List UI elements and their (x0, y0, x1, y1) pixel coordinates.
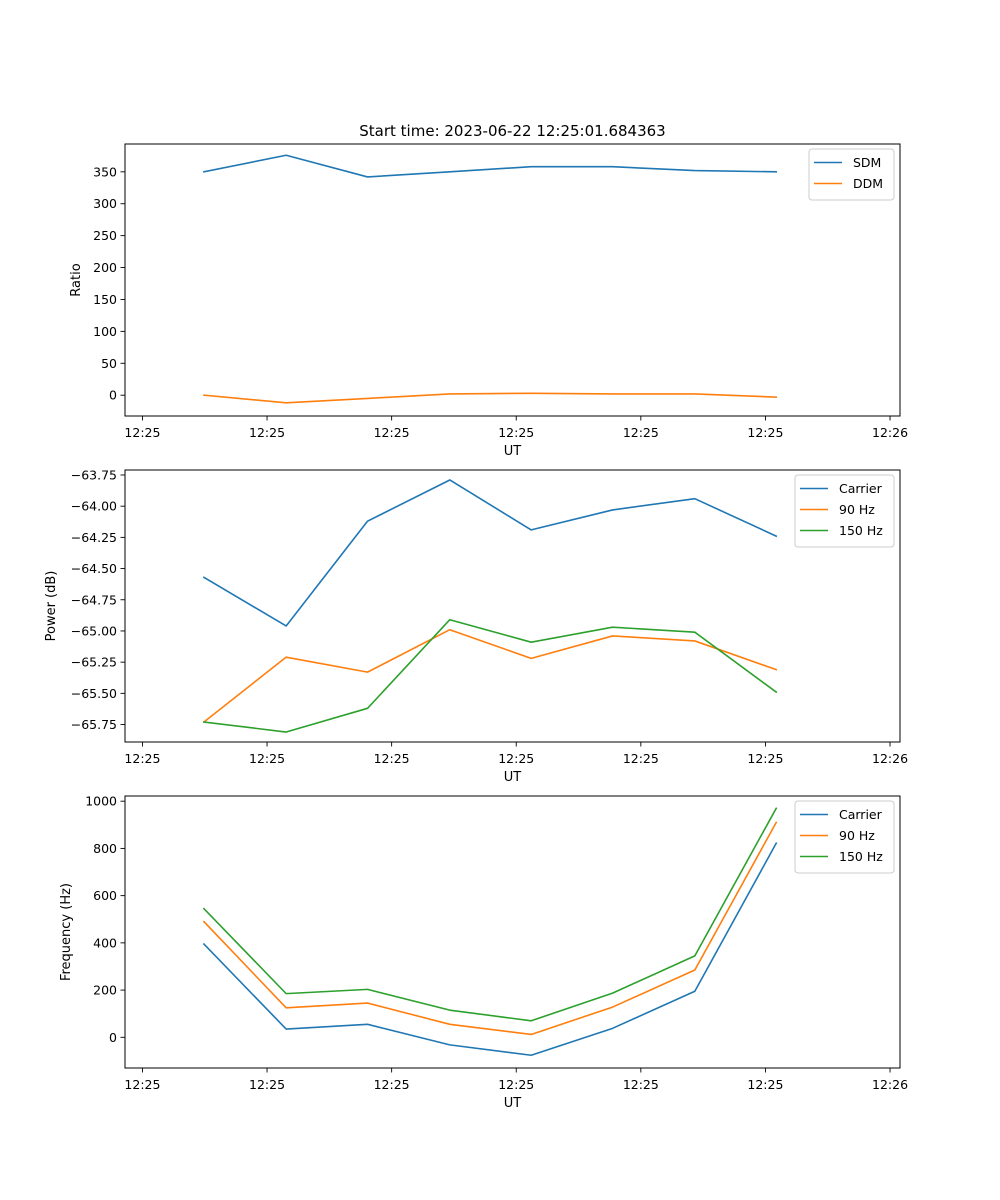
x-tick-label: 12:25 (623, 1077, 659, 1092)
y-tick-label: −64.50 (71, 561, 117, 576)
series-line-3-2 (202, 821, 778, 1036)
x-tick-label: 12:25 (374, 1077, 410, 1092)
x-tick-label: 12:25 (498, 751, 534, 766)
x-tick-label: 12:25 (623, 425, 659, 440)
x-tick-label: 12:25 (747, 425, 783, 440)
y-tick-label: 0 (109, 1030, 117, 1045)
y-tick-label: 400 (93, 935, 117, 950)
y-tick-label: −65.25 (71, 655, 117, 670)
x-tick-label: 12:26 (872, 1077, 908, 1092)
x-tick-label: 12:25 (249, 1077, 285, 1092)
x-tick-label: 12:26 (872, 425, 908, 440)
x-tick-label: 12:25 (124, 425, 160, 440)
axes-frame (124, 469, 901, 743)
y-tick-label: 1000 (85, 794, 117, 809)
x-axis-label: UT (504, 1096, 522, 1111)
x-tick-label: 12:25 (124, 751, 160, 766)
y-tick-label: −63.75 (71, 467, 117, 482)
y-tick-label: 0 (109, 388, 117, 403)
y-tick-label: −65.75 (71, 717, 117, 732)
x-axis-label: UT (504, 770, 522, 785)
legend-label: Carrier (839, 807, 883, 822)
y-tick-label: 800 (93, 841, 117, 856)
legend-label: 90 Hz (839, 828, 875, 843)
x-tick-label: 12:25 (374, 425, 410, 440)
x-tick-label: 12:25 (498, 425, 534, 440)
legend-label: Carrier (839, 481, 883, 496)
y-tick-label: −65.50 (71, 686, 117, 701)
x-tick-label: 12:26 (872, 751, 908, 766)
chart-panel-3: 12:25 12:25 12:25 12:25 12:25 12:25 12:26 0 200 4… (59, 794, 908, 1111)
axes-frame (124, 143, 901, 417)
y-tick-label: 100 (93, 324, 117, 339)
figure-title: Start time: 2023-06-22 12:25:01.684363 (359, 122, 665, 140)
chart-panel-1: 12:25 12:25 12:25 12:25 12:25 12:25 12:26 0 50 10… (69, 143, 908, 459)
y-tick-label: 350 (93, 164, 117, 179)
legend-label: 150 Hz (839, 523, 883, 538)
x-tick-label: 12:25 (374, 751, 410, 766)
y-tick-label: 300 (93, 196, 117, 211)
y-tick-label: 150 (93, 292, 117, 307)
y-tick-label: 200 (93, 260, 117, 275)
y-tick-label: 50 (101, 356, 117, 371)
chart-panel-2: 12:25 12:25 12:25 12:25 12:25 12:25 12:26 −65.7… (44, 467, 908, 785)
x-axis-label: UT (504, 444, 522, 459)
legend-label: DDM (853, 176, 883, 191)
y-tick-label: −64.00 (71, 499, 117, 514)
legend-label: 90 Hz (839, 502, 875, 517)
y-tick-label: 200 (93, 983, 117, 998)
series-line-1-2 (203, 392, 778, 404)
legend: Carrier 90 Hz 150 Hz (794, 800, 895, 874)
series-line-3-3 (202, 807, 778, 1022)
series-line-2-1 (202, 479, 778, 627)
legend-label: SDM (853, 155, 881, 170)
axes-frame (124, 795, 901, 1069)
legend-box (794, 800, 895, 874)
x-tick-label: 12:25 (747, 1077, 783, 1092)
y-axis-label: Frequency (Hz) (59, 883, 74, 981)
y-tick-label: −65.00 (71, 623, 117, 638)
y-tick-label: −64.75 (71, 592, 117, 607)
x-tick-label: 12:25 (623, 751, 659, 766)
y-axis-label: Ratio (69, 263, 84, 296)
x-tick-label: 12:25 (124, 1077, 160, 1092)
series-line-2-2 (202, 628, 778, 724)
series-line-3-1 (202, 842, 778, 1057)
x-tick-label: 12:25 (747, 751, 783, 766)
x-tick-label: 12:25 (249, 751, 285, 766)
y-tick-label: 250 (93, 228, 117, 243)
chart-panels: 12:25 12:25 12:25 12:25 12:25 12:25 12:26 0 50 10… (44, 143, 908, 1111)
series-line-2-3 (203, 618, 778, 733)
y-tick-label: 600 (93, 888, 117, 903)
x-tick-label: 12:25 (498, 1077, 534, 1092)
legend-box (794, 474, 895, 548)
x-tick-label: 12:25 (249, 425, 285, 440)
legend: SDM DDM (808, 148, 895, 201)
y-axis-label: Power (dB) (44, 571, 59, 642)
legend-label: 150 Hz (839, 849, 883, 864)
y-tick-label: −64.25 (71, 530, 117, 545)
series-line-1-1 (202, 154, 778, 178)
legend: Carrier 90 Hz 150 Hz (794, 474, 895, 548)
